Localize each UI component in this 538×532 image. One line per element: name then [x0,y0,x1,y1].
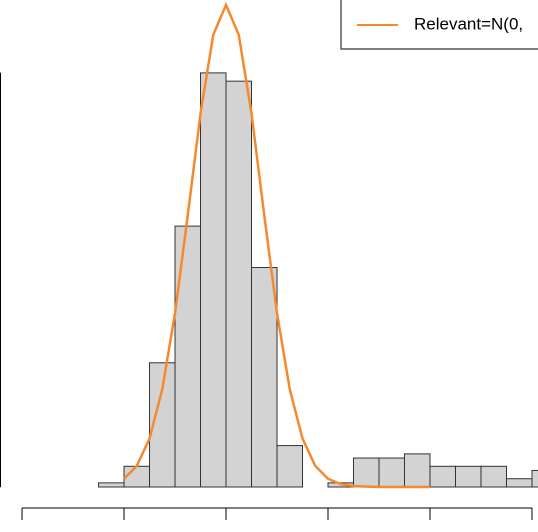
legend: Relevant=N(0, [340,0,538,50]
bar [480,465,507,488]
bar [505,478,533,488]
bar [429,465,456,488]
bar [403,453,431,488]
legend-label: Relevant=N(0, [414,14,523,33]
bar [251,267,278,488]
bar [123,465,151,488]
bar [174,225,202,488]
bar [276,445,304,488]
bar [98,482,125,488]
plot-area [0,1,538,520]
bar [352,457,380,488]
bar [378,457,405,488]
density-curve [123,1,430,489]
bar [225,80,253,488]
bar [531,469,538,488]
bar [454,465,482,488]
bar [200,72,227,488]
